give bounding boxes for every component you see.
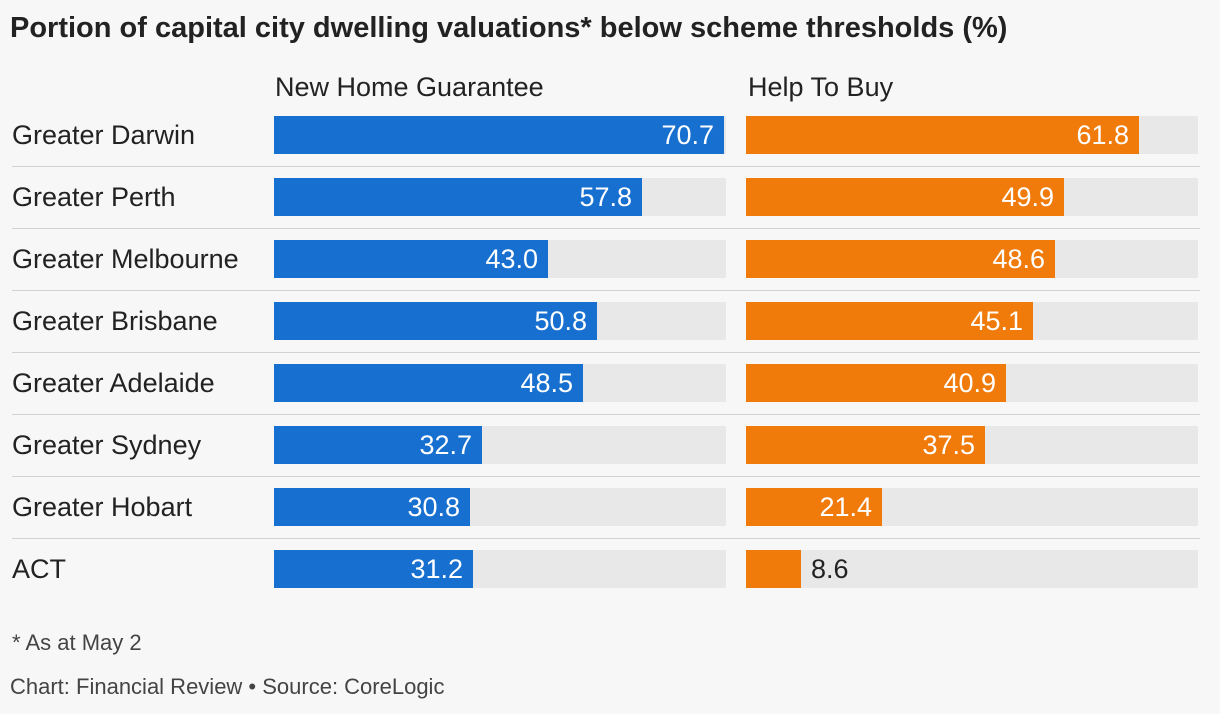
category-label-greater-perth: Greater Perth	[12, 182, 176, 212]
data-label-new-home-guarantee-greater-perth: 57.8	[579, 182, 632, 212]
bar-help-to-buy-greater-adelaide	[746, 364, 1006, 402]
bar-help-to-buy-greater-sydney	[746, 426, 985, 464]
bar-new-home-guarantee-greater-darwin	[274, 116, 724, 154]
data-label-new-home-guarantee-greater-brisbane: 50.8	[534, 306, 587, 336]
bar-help-to-buy-greater-hobart	[746, 488, 882, 526]
bar-help-to-buy-greater-brisbane	[746, 302, 1033, 340]
footnote: * As at May 2	[12, 630, 142, 655]
bar-track	[746, 550, 1198, 588]
data-label-help-to-buy-act: 8.6	[811, 554, 849, 584]
bar-new-home-guarantee-greater-hobart	[274, 488, 470, 526]
row-divider	[12, 352, 1200, 353]
data-label-help-to-buy-greater-adelaide: 40.9	[943, 368, 996, 398]
source-credit: Chart: Financial Review • Source: CoreLo…	[10, 674, 445, 699]
bar-new-home-guarantee-greater-adelaide	[274, 364, 583, 402]
row-divider	[12, 538, 1200, 539]
data-label-new-home-guarantee-greater-melbourne: 43.0	[485, 244, 538, 274]
data-label-help-to-buy-greater-brisbane: 45.1	[970, 306, 1023, 336]
bar-help-to-buy-greater-darwin	[746, 116, 1139, 154]
bar-help-to-buy-greater-perth	[746, 178, 1064, 216]
data-label-help-to-buy-greater-sydney: 37.5	[922, 430, 975, 460]
series-header-new-home-guarantee: New Home Guarantee	[275, 72, 544, 102]
category-label-greater-melbourne: Greater Melbourne	[12, 244, 239, 274]
category-label-greater-adelaide: Greater Adelaide	[12, 368, 215, 398]
row-divider	[12, 290, 1200, 291]
bar-new-home-guarantee-act	[274, 550, 473, 588]
data-label-help-to-buy-greater-hobart: 21.4	[819, 492, 872, 522]
row-divider	[12, 228, 1200, 229]
bar-new-home-guarantee-greater-brisbane	[274, 302, 597, 340]
category-label-greater-sydney: Greater Sydney	[12, 430, 202, 460]
bar-help-to-buy-act	[746, 550, 801, 588]
data-label-new-home-guarantee-greater-adelaide: 48.5	[520, 368, 573, 398]
category-label-greater-hobart: Greater Hobart	[12, 492, 193, 522]
data-label-new-home-guarantee-greater-darwin: 70.7	[661, 120, 714, 150]
data-label-help-to-buy-greater-darwin: 61.8	[1076, 120, 1129, 150]
row-divider	[12, 414, 1200, 415]
category-label-act: ACT	[12, 554, 66, 584]
bar-help-to-buy-greater-melbourne	[746, 240, 1055, 278]
chart-title: Portion of capital city dwelling valuati…	[10, 12, 1008, 44]
data-label-new-home-guarantee-greater-sydney: 32.7	[419, 430, 472, 460]
data-label-new-home-guarantee-act: 31.2	[410, 554, 463, 584]
row-divider	[12, 476, 1200, 477]
bar-new-home-guarantee-greater-melbourne	[274, 240, 548, 278]
row-divider	[12, 166, 1200, 167]
series-header-help-to-buy: Help To Buy	[748, 72, 894, 102]
category-label-greater-brisbane: Greater Brisbane	[12, 306, 218, 336]
data-label-help-to-buy-greater-melbourne: 48.6	[992, 244, 1045, 274]
data-label-help-to-buy-greater-perth: 49.9	[1001, 182, 1054, 212]
bar-new-home-guarantee-greater-perth	[274, 178, 642, 216]
data-label-new-home-guarantee-greater-hobart: 30.8	[407, 492, 460, 522]
bar-new-home-guarantee-greater-sydney	[274, 426, 482, 464]
category-label-greater-darwin: Greater Darwin	[12, 120, 196, 150]
